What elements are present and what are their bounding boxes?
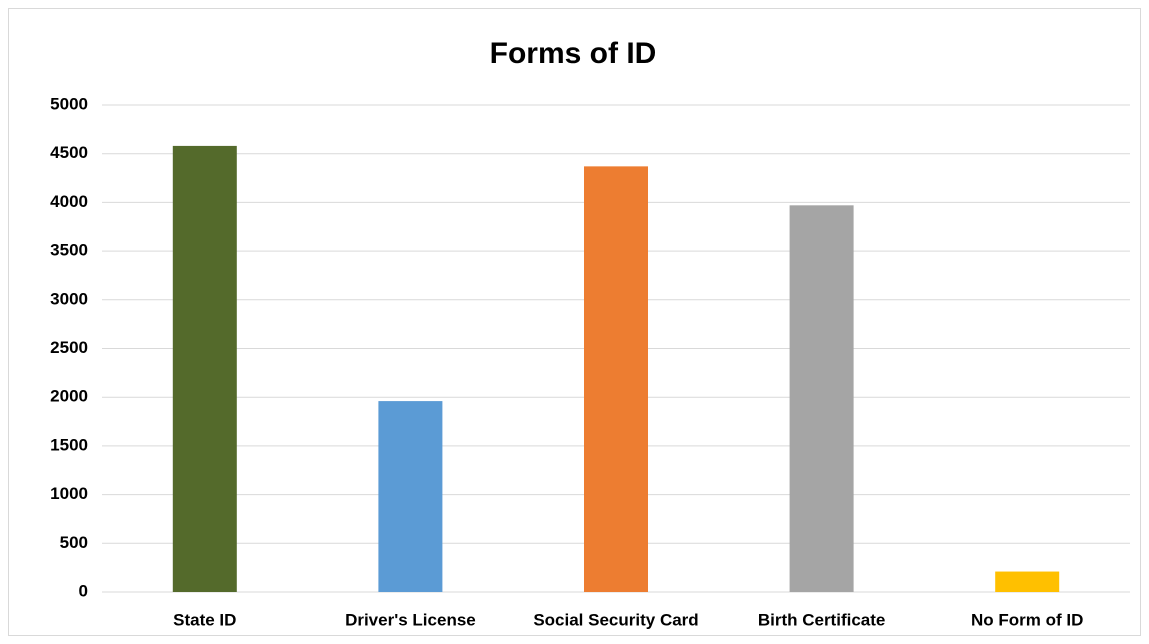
- x-tick-label: Driver's License: [345, 610, 476, 629]
- bar: [789, 205, 854, 592]
- x-tick-label: Birth Certificate: [758, 610, 886, 629]
- bar: [378, 401, 443, 592]
- y-tick-label: 4500: [50, 143, 88, 162]
- x-tick-label: State ID: [173, 610, 236, 629]
- bar: [584, 166, 648, 592]
- y-tick-label: 3500: [50, 241, 88, 260]
- chart-title: Forms of ID: [490, 37, 657, 70]
- y-tick-label: 5000: [50, 94, 88, 113]
- bar: [172, 145, 237, 592]
- y-tick-label: 2500: [50, 338, 88, 357]
- x-tick-label: Social Security Card: [533, 610, 698, 629]
- bar: [995, 571, 1060, 592]
- y-tick-label: 0: [79, 581, 88, 600]
- x-tick-label: No Form of ID: [971, 610, 1083, 629]
- y-tick-label: 1000: [50, 484, 88, 503]
- y-tick-label: 1500: [50, 435, 88, 454]
- y-tick-label: 2000: [50, 387, 88, 406]
- y-tick-label: 500: [60, 533, 88, 552]
- y-tick-label: 4000: [50, 192, 88, 211]
- y-tick-label: 3000: [50, 289, 88, 308]
